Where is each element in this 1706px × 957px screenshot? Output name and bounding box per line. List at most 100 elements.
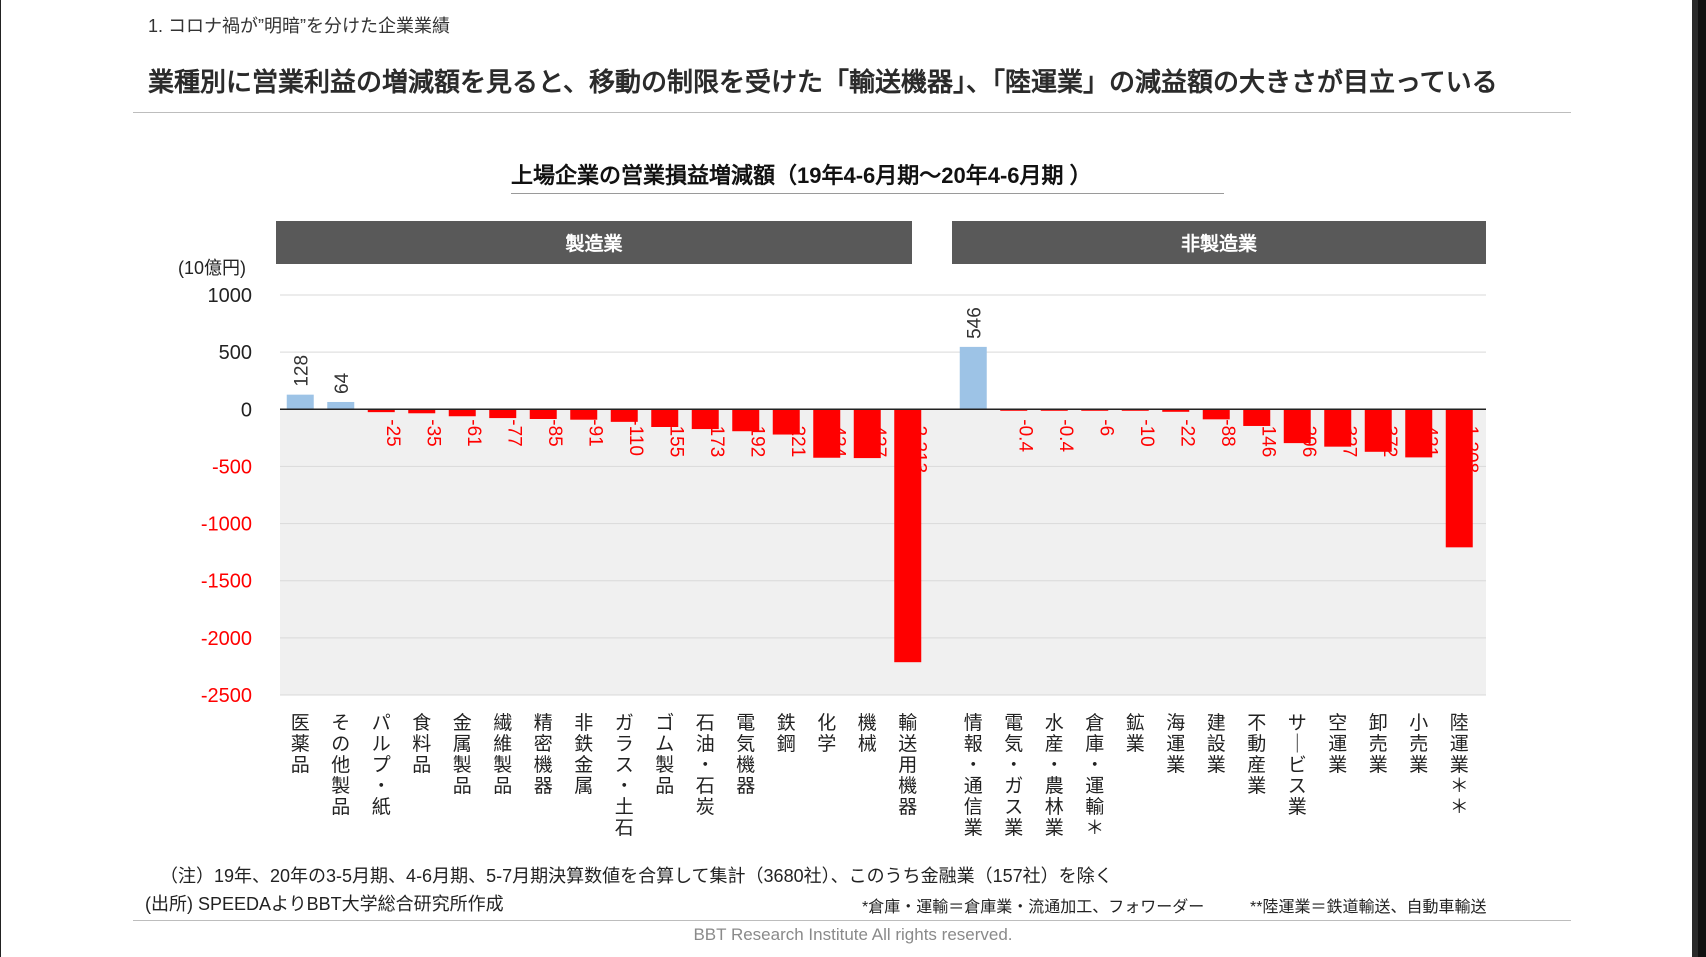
data-label: -1,208 <box>1460 419 1481 473</box>
category-label-char: 電 <box>736 712 755 734</box>
category-label-char: プ <box>372 754 391 776</box>
category-label-char: 器 <box>736 775 755 797</box>
category-label-char: 金 <box>574 754 593 776</box>
group-header-manufacturing: 製造業 <box>276 221 912 264</box>
data-label: -110 <box>625 419 646 456</box>
category-label-char: ス <box>1288 775 1307 797</box>
category-label-char: ＊ <box>1450 775 1469 797</box>
data-label: -221 <box>787 419 808 457</box>
category-label-char: 小 <box>1409 712 1428 734</box>
bar <box>1243 409 1271 426</box>
category-label-char: 業 <box>1409 754 1428 776</box>
data-label: -173 <box>706 419 727 457</box>
y-tick-label: -1000 <box>201 514 252 536</box>
category-label-char: 業 <box>1004 817 1023 839</box>
category-label-char: 送 <box>898 733 917 755</box>
category-label-char: 水 <box>1045 712 1064 734</box>
data-label: -424 <box>827 419 848 457</box>
category-label-char: 属 <box>453 733 472 755</box>
category-label-char: 機 <box>736 754 755 776</box>
data-label: -35 <box>422 419 443 446</box>
category-label-char: 石 <box>615 817 634 839</box>
bar <box>691 409 719 430</box>
bar <box>772 409 800 435</box>
bar <box>610 409 638 422</box>
category-label-char: 製 <box>331 775 350 797</box>
category-label-char: 機 <box>898 775 917 797</box>
chart-title-underline <box>511 193 1224 194</box>
bar <box>894 409 922 663</box>
data-label: 546 <box>964 307 985 339</box>
category-label-char: 業 <box>1207 754 1226 776</box>
category-label-char: パ <box>372 712 391 734</box>
data-label: -0.4 <box>1014 419 1035 452</box>
category-label-char: 学 <box>817 733 836 755</box>
category-label-char: 石 <box>696 775 715 797</box>
data-label: -421 <box>1419 419 1440 457</box>
bar <box>448 409 476 417</box>
category-label-char: 薬 <box>291 733 310 755</box>
category-label-char: 農 <box>1045 775 1064 797</box>
category-label-char: 品 <box>331 796 350 818</box>
bar <box>1405 409 1433 458</box>
category-label-char: 卸 <box>1369 712 1388 734</box>
category-label-char: 密 <box>534 733 553 755</box>
category-label-char: 製 <box>493 754 512 776</box>
frame-left-border <box>0 0 1 957</box>
category-label-char: 輸 <box>898 712 917 734</box>
bar <box>286 394 314 410</box>
category-label-char: ・ <box>1045 755 1063 776</box>
category-label-char: 器 <box>898 796 917 818</box>
category-label-char: 用 <box>898 754 917 776</box>
footer-note-land-transport: **陸運業＝鉄道輸送、自動車輸送 <box>1250 899 1487 916</box>
category-label-char: 海 <box>1166 712 1185 734</box>
bar <box>1202 409 1230 420</box>
category-label-char: 運 <box>1328 733 1347 755</box>
category-label-char: 品 <box>493 775 512 797</box>
y-tick-label: -2000 <box>201 628 252 650</box>
category-label-char: 鋼 <box>777 733 796 755</box>
y-tick-label: -2500 <box>201 685 252 707</box>
bar <box>489 409 517 419</box>
category-label-char: 動 <box>1247 733 1266 755</box>
category-label-char: ゴ <box>655 712 674 734</box>
category-label-char: 化 <box>817 712 836 734</box>
data-label: -88 <box>1217 419 1238 446</box>
bar <box>327 401 355 410</box>
bar <box>570 409 598 420</box>
category-label-char: ラ <box>615 733 634 755</box>
bar <box>529 409 557 419</box>
category-label-char: ス <box>1004 796 1023 818</box>
category-label-char: 業 <box>964 817 983 839</box>
category-label-char: ・ <box>964 755 982 776</box>
bar <box>813 409 841 458</box>
category-label-char: 業 <box>1045 817 1064 839</box>
category-label-char: 業 <box>1288 796 1307 818</box>
category-label-char: 業 <box>1328 754 1347 776</box>
category-label-char: 精 <box>534 712 553 734</box>
category-label-char: 製 <box>453 754 472 776</box>
category-label-char: 産 <box>1247 754 1266 776</box>
category-label-char: ム <box>655 733 674 755</box>
category-label-char: 設 <box>1207 733 1226 755</box>
data-label: -372 <box>1379 419 1400 457</box>
category-label-char: 気 <box>1004 733 1023 755</box>
data-label: -296 <box>1298 419 1319 457</box>
footer-divider <box>133 920 1571 921</box>
category-label-char: 品 <box>655 775 674 797</box>
category-label-char: ・ <box>696 755 714 776</box>
category-label-char: ・ <box>372 776 390 797</box>
data-label: -25 <box>382 419 403 446</box>
category-label-char: ガ <box>615 712 634 734</box>
category-label-char: 輸 <box>1085 796 1104 818</box>
bar <box>1364 409 1392 452</box>
category-label-char: 林 <box>1045 796 1064 818</box>
category-label-char: ガ <box>1004 775 1023 797</box>
category-label-char: 情 <box>964 712 983 734</box>
category-label-char: 品 <box>291 754 310 776</box>
category-label-char: 他 <box>331 754 350 776</box>
category-label-char: そ <box>331 712 350 734</box>
category-label-char: 非 <box>574 712 593 734</box>
category-label-char: 業 <box>1247 775 1266 797</box>
category-label-char: の <box>331 733 350 755</box>
